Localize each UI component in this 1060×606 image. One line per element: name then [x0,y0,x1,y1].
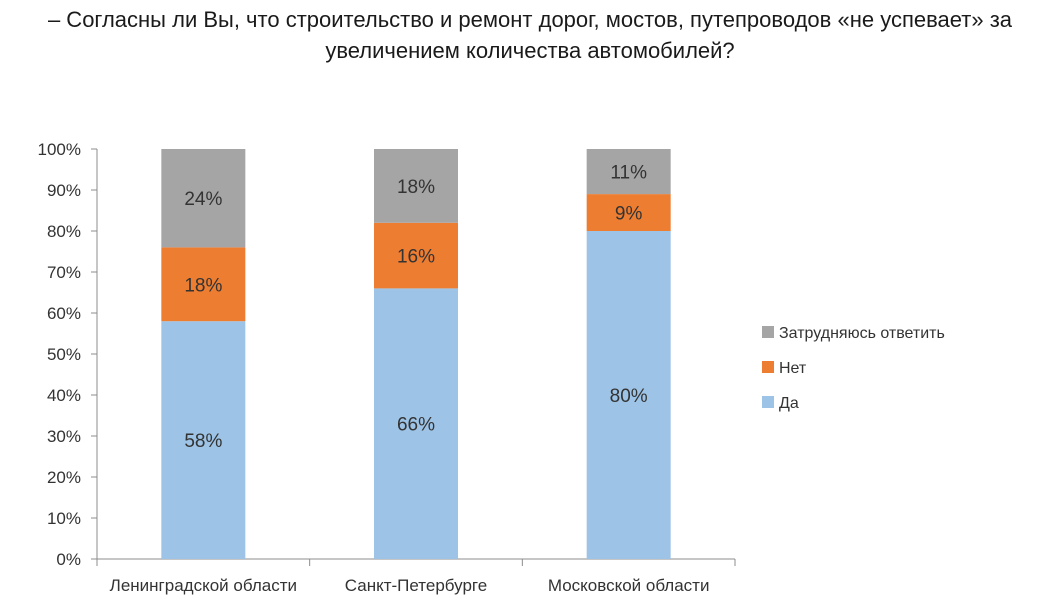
chart-legend: Затрудняюсь ответить Нет Да [762,325,945,412]
data-label: 18% [184,275,222,296]
y-tick-label: 60% [47,304,81,323]
y-tick-label: 90% [47,181,81,200]
y-tick-label: 70% [47,263,81,282]
x-category-label: Ленинградской области [110,576,297,595]
chart-title: – Согласны ли Вы, что строительство и ре… [0,4,1060,66]
y-tick-label: 0% [56,550,81,569]
y-tick-label: 30% [47,427,81,446]
y-tick-label: 50% [47,345,81,364]
data-label: 11% [610,163,647,184]
chart-title-line-2: увеличением количества автомобилей? [325,38,735,63]
y-tick-label: 80% [47,222,81,241]
data-label: 80% [610,386,648,407]
data-label: 16% [397,247,435,268]
bar-segment [374,149,458,223]
bar-segment [161,247,246,322]
bar-segment [586,194,671,231]
bar-segment [374,288,458,559]
x-category-label: Санкт-Петербурге [345,576,487,595]
y-tick-label: 20% [47,468,81,487]
bar-segment [161,149,246,248]
legend-label: Да [779,395,799,412]
bar-segment [161,321,246,559]
y-tick-label: 10% [47,509,81,528]
data-label: 66% [397,415,435,436]
legend-swatch [762,361,774,373]
bar-segment [374,222,458,289]
bar-segment [586,231,671,559]
legend-swatch [762,326,774,338]
y-tick-label: 100% [38,140,81,159]
data-label: 24% [184,189,222,210]
legend-label: Затрудняюсь ответить [779,325,945,342]
data-label: 18% [397,177,435,198]
y-tick-label: 40% [47,386,81,405]
chart-data-labels: 58% 18% 24% 66% 16% 18% 80% 9% 11% [184,163,647,453]
chart-title-line-1: – Согласны ли Вы, что строительство и ре… [47,7,1013,32]
data-label: 9% [615,204,643,225]
legend-label: Нет [779,360,807,377]
chart-axes: 0% 10% 20% 30% 40% 50% 60% 70% 80% 90% 100% Ленингр… [38,140,736,595]
chart-bars [161,149,671,559]
legend-swatch [762,396,774,408]
x-category-label: Московской области [548,576,710,595]
data-label: 58% [184,431,222,452]
bar-segment [586,149,671,195]
